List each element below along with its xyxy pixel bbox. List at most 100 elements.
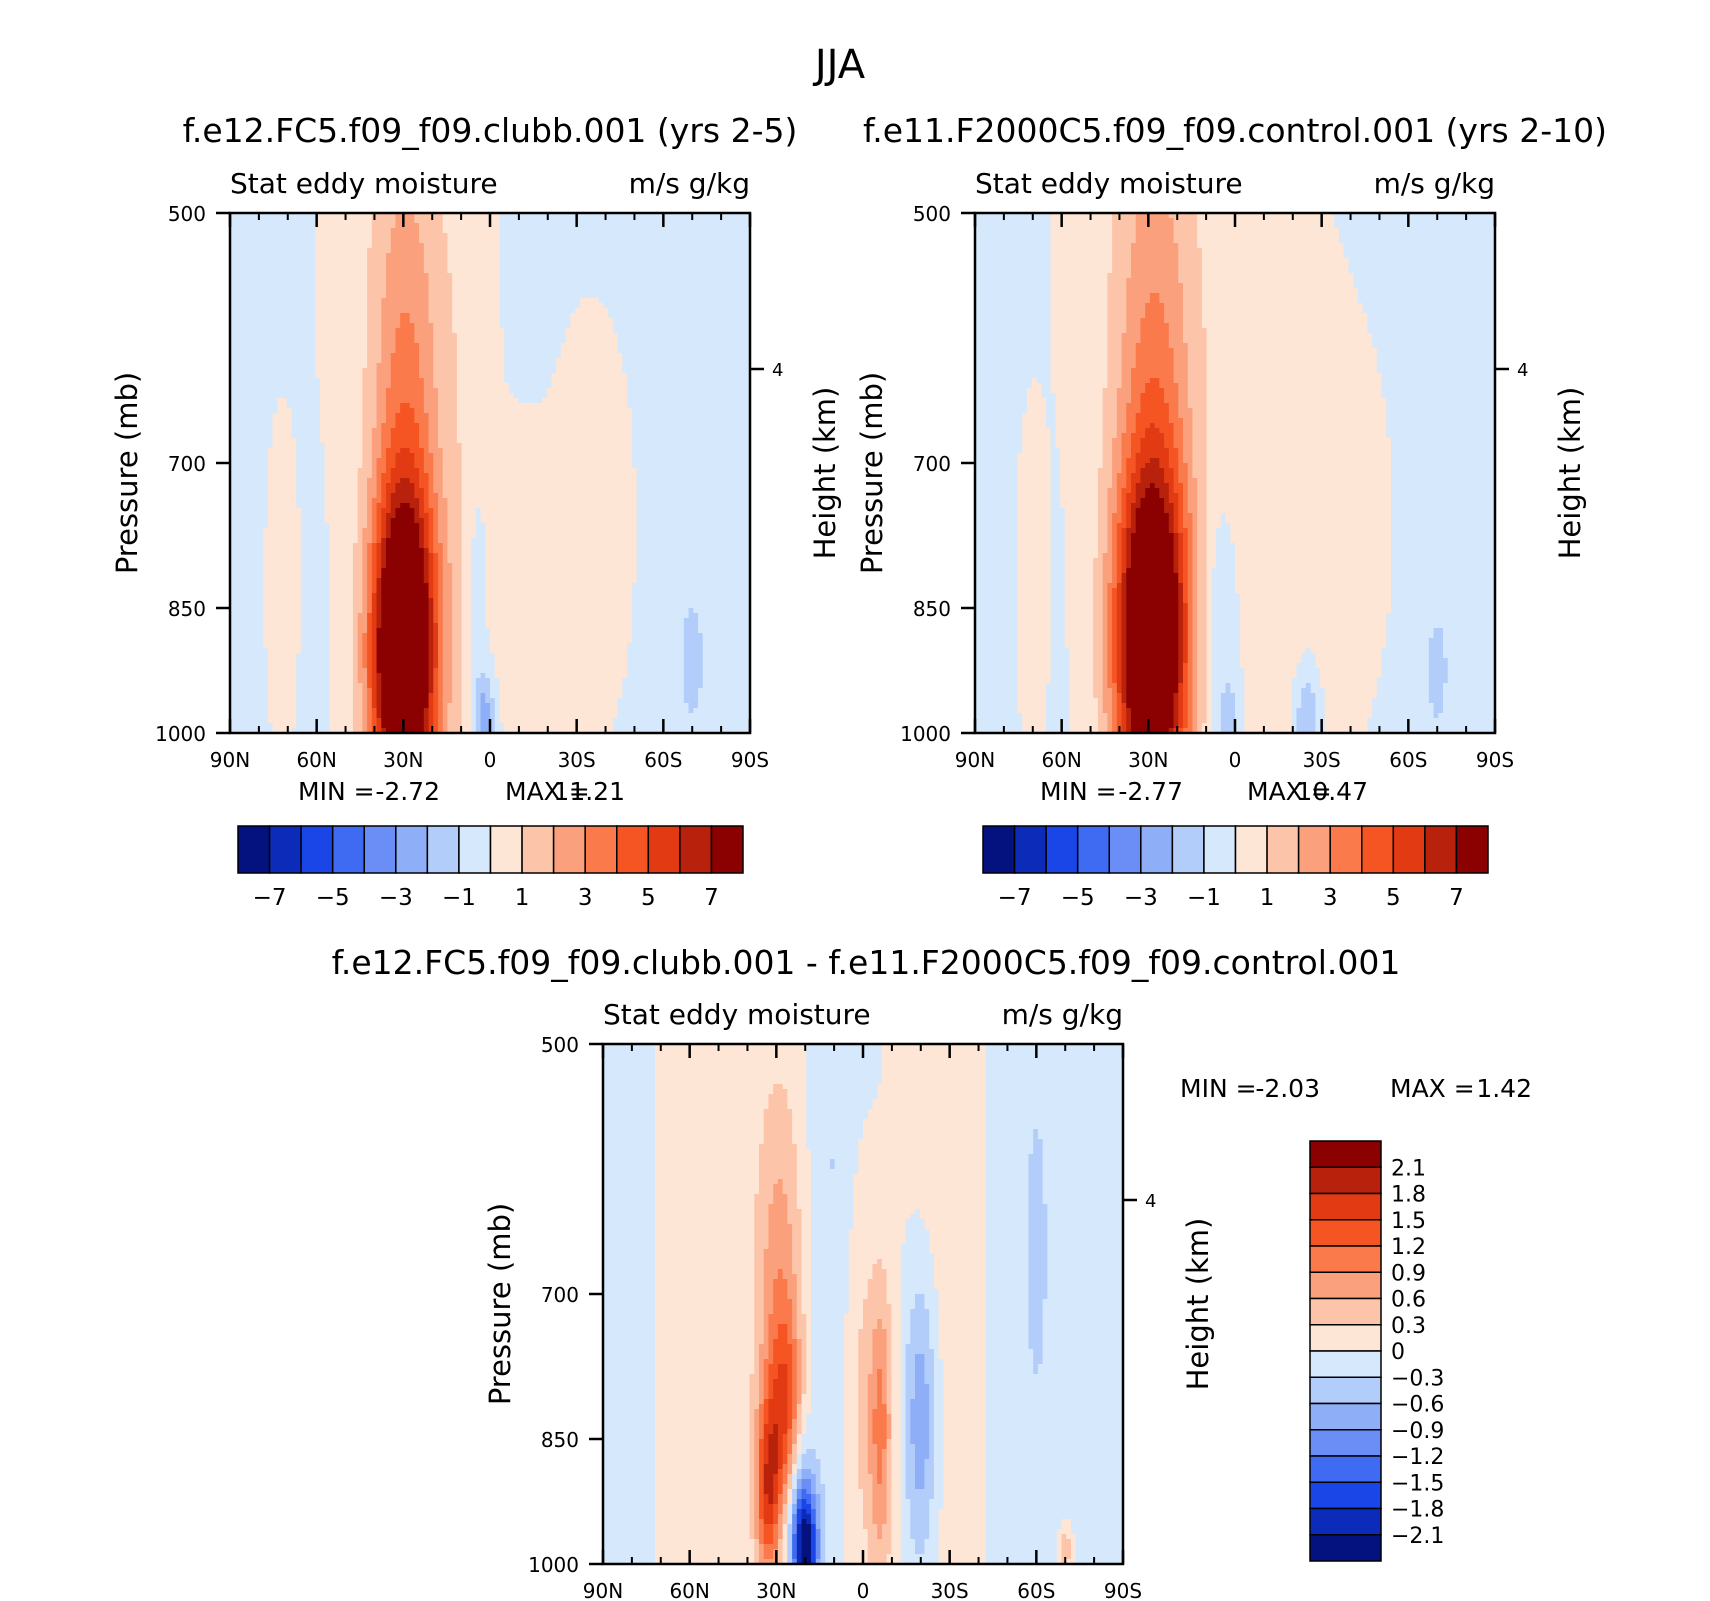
field-cell (429, 248, 434, 254)
field-cell (481, 223, 486, 229)
field-cell (717, 243, 722, 249)
field-cell (249, 233, 254, 239)
field-cell (575, 253, 580, 259)
field-cell (651, 218, 656, 224)
field-cell (263, 243, 268, 249)
field-cell (258, 233, 263, 239)
field-cell (386, 248, 391, 254)
field-cell (244, 218, 249, 224)
field-cell (405, 243, 410, 249)
field-cell (495, 233, 500, 239)
field-cell (273, 243, 278, 249)
field-cell (329, 233, 334, 239)
field-cell (329, 263, 334, 269)
field-cell (651, 228, 656, 234)
field-cell (282, 233, 287, 239)
field-cell (301, 263, 306, 269)
field-cell (410, 238, 415, 244)
field-cell (542, 223, 547, 229)
field-cell (381, 228, 386, 234)
field-cell (707, 223, 712, 229)
field-cell (443, 253, 448, 259)
field-cell (561, 253, 566, 259)
field-cell (273, 258, 278, 264)
field-cell (679, 228, 684, 234)
field-cell (301, 233, 306, 239)
field-cell (329, 258, 334, 264)
field-cell (287, 238, 292, 244)
field-cell (310, 243, 315, 249)
field-cell (367, 248, 372, 254)
field-cell (258, 228, 263, 234)
field-cell (273, 228, 278, 234)
field-cell (561, 233, 566, 239)
field-cell (306, 228, 311, 234)
field-cell (424, 238, 429, 244)
field-cell (537, 238, 542, 244)
panels: f.e12.FC5.f09_f09.clubb.001 (yrs 2-5)Sta… (110, 111, 1607, 1601)
field-cell (306, 218, 311, 224)
field-cell (585, 243, 590, 249)
field-cell (239, 233, 244, 239)
field-cell (504, 258, 509, 264)
field-cell (339, 228, 344, 234)
field-cell (447, 223, 452, 229)
field-cell (424, 248, 429, 254)
field-cell (235, 228, 240, 234)
field-cell (362, 233, 367, 239)
field-cell (353, 223, 358, 229)
field-cell (689, 243, 694, 249)
field-cell (608, 228, 613, 234)
field-cell (528, 248, 533, 254)
field-cell (703, 243, 708, 249)
field-cell (641, 248, 646, 254)
field-cell (485, 238, 490, 244)
field-cell (707, 248, 712, 254)
field-cell (585, 218, 590, 224)
field-cell (712, 258, 717, 264)
field-cell (613, 248, 618, 254)
field-cell (277, 258, 282, 264)
field-cell (277, 248, 282, 254)
field-cell (741, 253, 746, 259)
field-cell (277, 263, 282, 269)
field-cell (235, 248, 240, 254)
field-cell (670, 233, 675, 239)
field-cell (268, 228, 273, 234)
field-cell (599, 248, 604, 254)
field-cell (282, 228, 287, 234)
field-cell (334, 243, 339, 249)
field-cell (736, 238, 741, 244)
field-cell (462, 233, 467, 239)
field-cell (533, 248, 538, 254)
field-cell (268, 218, 273, 224)
field-cell (509, 248, 514, 254)
field-cell (655, 243, 660, 249)
field-cell (585, 228, 590, 234)
field-cell (277, 243, 282, 249)
field-cell (542, 253, 547, 259)
field-cell (273, 218, 278, 224)
field-cell (268, 223, 273, 229)
field-cell (741, 248, 746, 254)
field-cell (712, 238, 717, 244)
field-cell (348, 233, 353, 239)
field-cell (490, 233, 495, 239)
field-cell (495, 258, 500, 264)
field-cell (599, 253, 604, 259)
field-cell (334, 233, 339, 239)
field-cell (457, 248, 462, 254)
field-cell (244, 248, 249, 254)
field-cell (561, 258, 566, 264)
field-cell (689, 228, 694, 234)
field-cell (462, 258, 467, 264)
field-cell (618, 223, 623, 229)
field-cell (594, 233, 599, 239)
field-cell (608, 248, 613, 254)
field-cell (310, 238, 315, 244)
field-cell (400, 258, 405, 264)
field-cell (542, 238, 547, 244)
field-cell (452, 223, 457, 229)
field-cell (329, 248, 334, 254)
field-cell (566, 243, 571, 249)
